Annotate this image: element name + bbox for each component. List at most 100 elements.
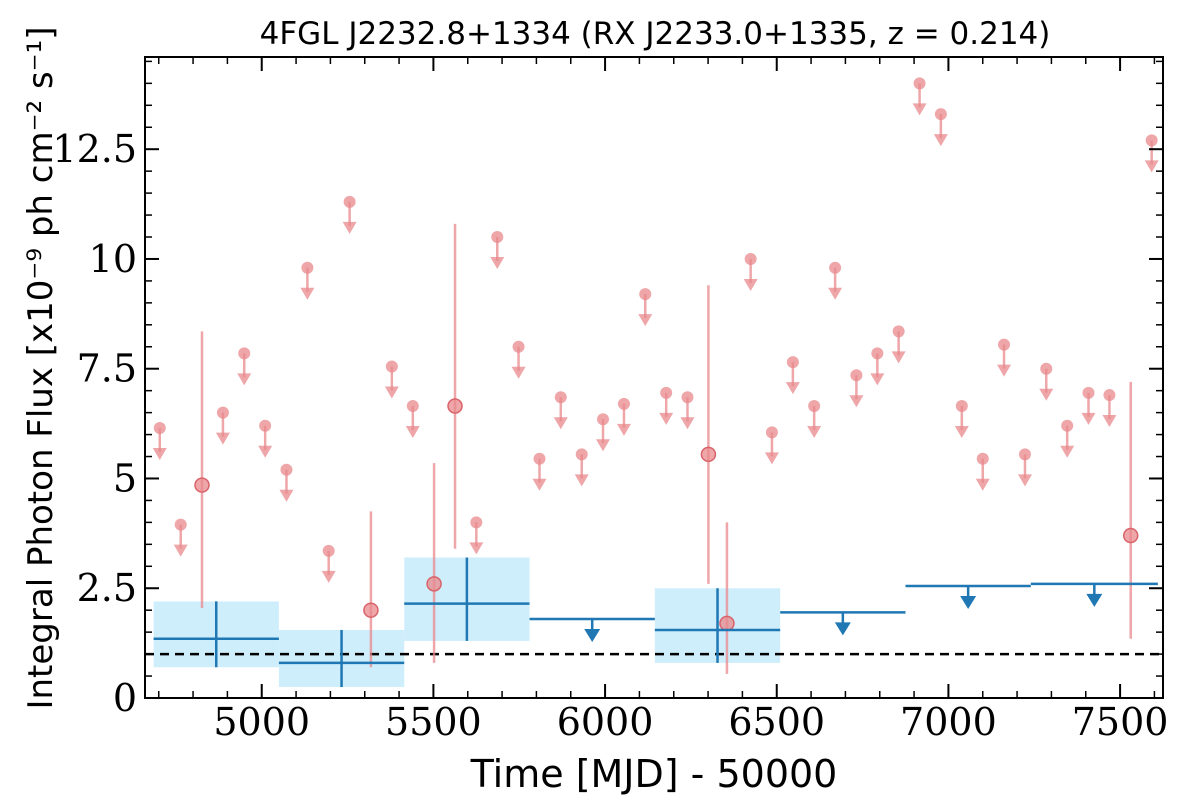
upper-limit-arrow	[807, 426, 822, 439]
upper-limit-arrow	[659, 412, 674, 425]
upper-limit-point	[470, 516, 483, 529]
upper-limit-arrow	[891, 351, 906, 364]
upper-limit-arrow	[384, 386, 399, 399]
upper-limit-arrow	[1017, 474, 1032, 487]
data-point	[700, 446, 717, 463]
y-axis: 0 2.5 5 7.5 10 12.5	[52, 60, 1163, 720]
upper-limit-arrow	[574, 474, 589, 487]
upper-limit-arrow	[511, 366, 526, 379]
y-axis-label: Integral Photon Flux [x10⁻⁹ ph cm⁻² s⁻¹]	[21, 26, 61, 709]
axes-frame	[144, 56, 1164, 699]
coarse-upper-limit-arrow	[834, 622, 851, 636]
upper-limit-point	[1040, 362, 1053, 375]
upper-limit-point	[892, 325, 905, 338]
upper-limit-point	[660, 386, 673, 399]
y-tick-label: 5	[113, 456, 137, 500]
data-point	[447, 398, 463, 414]
upper-limit-arrow	[321, 570, 336, 583]
upper-limit-arrow	[469, 542, 484, 555]
upper-limit-arrow	[997, 364, 1012, 377]
upper-limit-arrow	[1081, 412, 1096, 425]
upper-limit-point	[786, 356, 799, 369]
upper-limit-arrow	[553, 417, 568, 430]
upper-limit-arrow	[933, 134, 948, 147]
upper-limit-arrow	[490, 257, 505, 270]
upper-limit-arrow	[764, 452, 779, 465]
upper-limit-point	[512, 340, 525, 353]
upper-limit-arrow	[279, 489, 294, 502]
upper-limit-point	[1061, 419, 1074, 432]
upper-limit-arrow	[616, 423, 631, 436]
data-point	[426, 576, 442, 592]
upper-limit-arrow	[849, 395, 864, 408]
y-tick-label: 0	[113, 676, 137, 720]
upper-limit-point	[280, 463, 293, 476]
upper-limit-arrow	[912, 103, 927, 116]
x-tick-label: 7000	[900, 700, 997, 744]
upper-limit-arrow	[1039, 388, 1054, 401]
upper-limit-arrow	[785, 382, 800, 395]
upper-limit-point	[829, 261, 842, 274]
upper-limit-point	[343, 195, 356, 208]
upper-limit-point	[850, 369, 863, 382]
y-tick-label: 7.5	[77, 347, 137, 391]
upper-limit-point	[639, 288, 652, 301]
x-axis-label: Time [MJD] - 50000	[470, 752, 838, 796]
upper-limit-point	[934, 108, 947, 121]
upper-limit-point	[259, 419, 272, 432]
upper-limit-point	[1018, 448, 1031, 461]
upper-limit-point	[238, 347, 251, 360]
upper-limit-arrow	[1102, 415, 1117, 428]
x-tick-label: 5000	[213, 700, 310, 744]
upper-limit-point	[955, 400, 968, 413]
data-point	[1122, 527, 1139, 544]
upper-limit-arrow	[215, 432, 230, 445]
upper-limit-point	[1082, 386, 1095, 399]
upper-limit-point	[322, 544, 335, 557]
upper-limit-arrow	[300, 287, 315, 300]
upper-limit-point	[1145, 134, 1158, 147]
upper-limit-point	[998, 338, 1011, 351]
coarse-upper-limit-arrow	[960, 596, 977, 610]
data-point	[363, 602, 379, 618]
coarse-upper-limit-arrow	[1086, 593, 1103, 607]
upper-limit-arrow	[237, 373, 252, 386]
upper-limit-arrow	[532, 478, 547, 491]
upper-limit-point	[216, 406, 229, 419]
upper-limit-arrow	[975, 478, 990, 491]
data-point	[719, 615, 735, 632]
upper-limit-point	[406, 400, 419, 413]
upper-limit-arrow	[743, 278, 758, 291]
upper-limit-arrow	[258, 445, 273, 458]
upper-limit-point	[765, 426, 778, 439]
upper-limit-arrow	[680, 417, 695, 430]
upper-limit-point	[871, 347, 884, 360]
y-tick-label: 2.5	[77, 566, 137, 610]
upper-limit-arrow	[596, 439, 611, 452]
upper-limit-arrow	[954, 426, 969, 439]
upper-limit-point	[491, 231, 504, 244]
y-tick-label: 12.5	[52, 127, 137, 171]
x-tick-label: 5500	[385, 700, 482, 744]
upper-limit-point	[976, 452, 989, 465]
upper-limit-arrow	[638, 314, 653, 327]
upper-limit-point	[575, 448, 588, 461]
upper-limit-point	[385, 360, 398, 373]
upper-limit-point	[1103, 389, 1116, 402]
upper-limit-point	[153, 421, 166, 434]
upper-limit-point	[681, 391, 694, 404]
upper-limit-point	[913, 77, 926, 90]
upper-limit-point	[533, 452, 546, 465]
upper-limit-arrow	[342, 221, 357, 234]
x-tick-label: 6500	[728, 700, 825, 744]
data-point	[194, 477, 210, 493]
x-tick-label: 7500	[1072, 700, 1169, 744]
upper-limit-arrow	[152, 447, 167, 460]
upper-limit-point	[808, 400, 821, 413]
upper-limit-arrow	[173, 544, 188, 557]
upper-limit-arrow	[1060, 445, 1075, 458]
upper-limit-arrow	[1144, 160, 1159, 173]
x-tick-label: 6000	[557, 700, 654, 744]
upper-limit-point	[617, 397, 630, 410]
